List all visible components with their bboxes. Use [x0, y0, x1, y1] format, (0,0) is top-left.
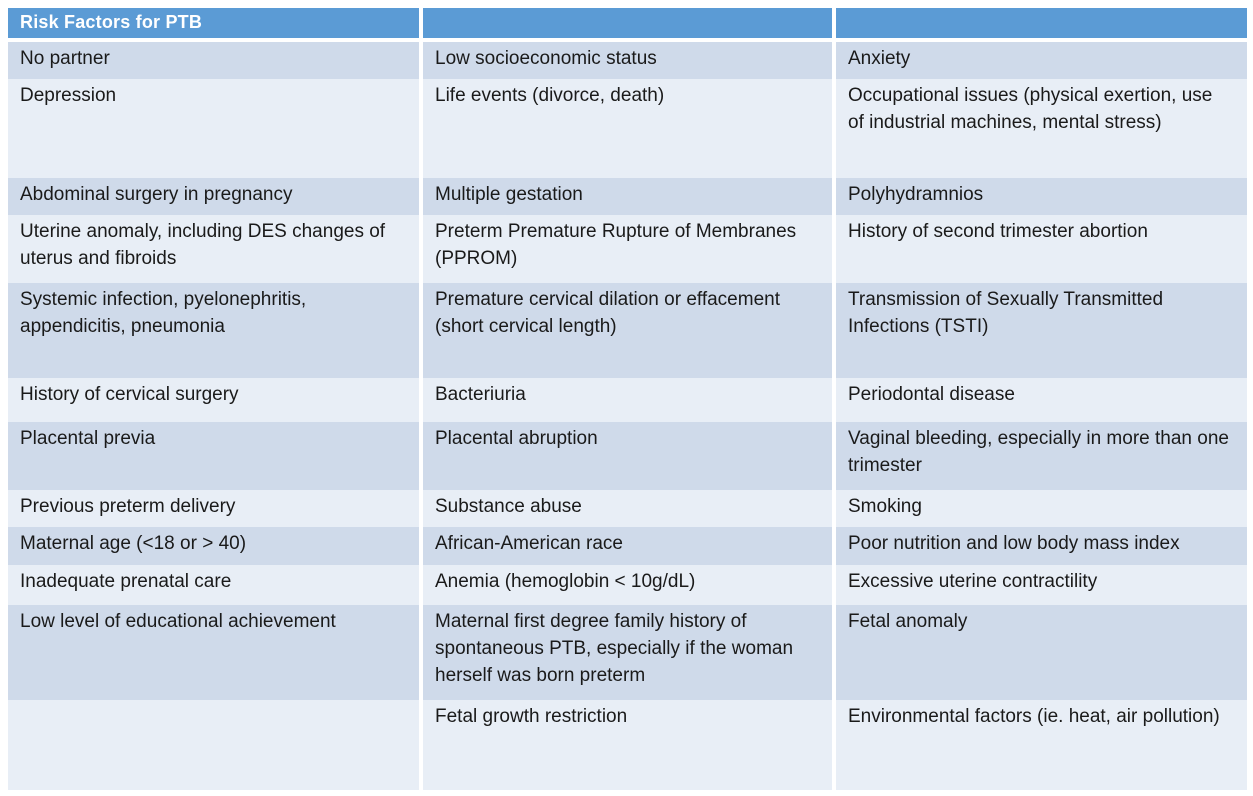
table-row: Uterine anomaly, including DES changes o…: [8, 214, 1247, 283]
table-cell: Preterm Premature Rupture of Membranes (…: [419, 214, 834, 283]
table-row: No partner Low socioeconomic status Anxiet…: [8, 40, 1247, 79]
table-cell: Vaginal bleeding, especially in more tha…: [832, 421, 1247, 490]
table-cell: Polyhydramnios: [832, 177, 1247, 215]
table-cell: Periodontal disease: [832, 377, 1247, 422]
header-cell-2: [419, 8, 834, 42]
table-cell: Multiple gestation: [419, 177, 834, 215]
table-cell: Maternal age (<18 or > 40): [8, 526, 421, 565]
table-cell: Low socioeconomic status: [419, 40, 834, 79]
table-row: Fetal growth restriction Environmental fa…: [8, 699, 1247, 790]
table-cell: History of second trimester abortion: [832, 214, 1247, 283]
table-body: No partner Low socioeconomic status Anxiet…: [8, 40, 1247, 790]
table-cell: Excessive uterine contractility: [832, 564, 1247, 605]
table-cell: Fetal growth restriction: [419, 699, 834, 790]
table-cell: Low level of educational achievement: [8, 604, 421, 700]
table-row: Systemic infection, pyelonephritis, appe…: [8, 282, 1247, 378]
table-row: History of cervical surgery Bacteriuria Pe…: [8, 377, 1247, 422]
table-row: Placental previa Placental abruption Vagin…: [8, 421, 1247, 490]
table-cell: Transmission of Sexually Transmitted Inf…: [832, 282, 1247, 378]
header-cell-3: [832, 8, 1247, 42]
table-cell: Depression: [8, 78, 421, 178]
table-cell: Anxiety: [832, 40, 1247, 79]
table-row: Low level of educational achievement Mate…: [8, 604, 1247, 700]
table-cell: Systemic infection, pyelonephritis, appe…: [8, 282, 421, 378]
table-cell: Life events (divorce, death): [419, 78, 834, 178]
table-cell: Premature cervical dilation or effacemen…: [419, 282, 834, 378]
table-cell: Inadequate prenatal care: [8, 564, 421, 605]
table-cell: No partner: [8, 40, 421, 79]
table-cell: Substance abuse: [419, 489, 834, 527]
table-row: Previous preterm delivery Substance abuse…: [8, 489, 1247, 527]
table-cell: Placental previa: [8, 421, 421, 490]
table-cell: Fetal anomaly: [832, 604, 1247, 700]
table-title: Risk Factors for PTB: [8, 8, 421, 42]
table-row: Abdominal surgery in pregnancy Multiple g…: [8, 177, 1247, 215]
table-cell: Environmental factors (ie. heat, air pol…: [832, 699, 1247, 790]
risk-factors-table: Risk Factors for PTB No partner Low socio…: [8, 8, 1247, 790]
table-cell: Occupational issues (physical exertion, …: [832, 78, 1247, 178]
table-cell: Poor nutrition and low body mass index: [832, 526, 1247, 565]
table-cell: [8, 699, 421, 790]
table-cell: History of cervical surgery: [8, 377, 421, 422]
table-cell: Uterine anomaly, including DES changes o…: [8, 214, 421, 283]
table-row: Maternal age (<18 or > 40) African-Americ…: [8, 526, 1247, 565]
table-cell: Placental abruption: [419, 421, 834, 490]
table-head: Risk Factors for PTB: [8, 8, 1247, 42]
table-cell: Previous preterm delivery: [8, 489, 421, 527]
table-cell: African-American race: [419, 526, 834, 565]
header-row: Risk Factors for PTB: [8, 8, 1247, 42]
table-cell: Bacteriuria: [419, 377, 834, 422]
table-cell: Maternal first degree family history of …: [419, 604, 834, 700]
table-cell: Anemia (hemoglobin < 10g/dL): [419, 564, 834, 605]
table-cell: Abdominal surgery in pregnancy: [8, 177, 421, 215]
table-row: Inadequate prenatal care Anemia (hemoglob…: [8, 564, 1247, 605]
table-cell: Smoking: [832, 489, 1247, 527]
table-row: Depression Life events (divorce, death) Oc…: [8, 78, 1247, 178]
